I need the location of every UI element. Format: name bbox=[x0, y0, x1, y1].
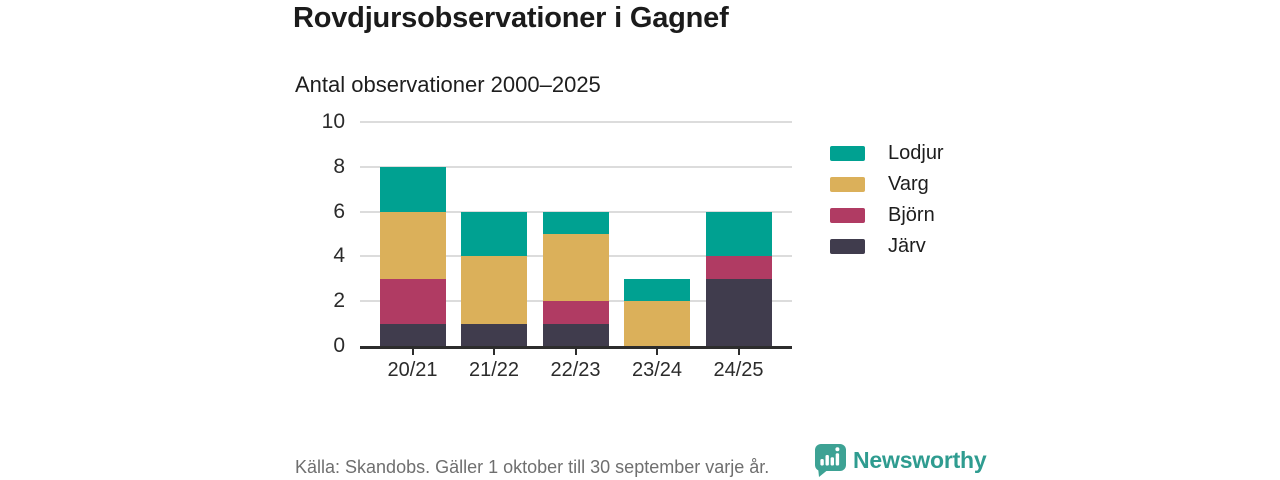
x-tick-20/21 bbox=[411, 349, 414, 355]
segment-Järv-21/22 bbox=[461, 323, 527, 346]
segment-Järv-20/21 bbox=[379, 323, 446, 346]
chart-subtitle: Antal observationer 2000–2025 bbox=[295, 72, 601, 97]
segment-Järv-24/25 bbox=[705, 278, 772, 346]
legend-label-Järv: Järv bbox=[888, 234, 926, 257]
legend-swatch-Lodjur bbox=[830, 145, 865, 161]
segment-Lodjur-24/25 bbox=[705, 211, 772, 257]
y-tick-label-4: 4 bbox=[333, 244, 345, 268]
x-tick-21/22 bbox=[493, 349, 495, 355]
segment-Varg-23/24 bbox=[624, 301, 690, 346]
segment-Lodjur-22/23 bbox=[542, 211, 609, 235]
source-note: Källa: Skandobs. Gäller 1 oktober till 3… bbox=[295, 457, 770, 477]
plot-area bbox=[360, 121, 792, 355]
gridline-10 bbox=[360, 121, 792, 123]
bar-22/23 bbox=[542, 211, 609, 346]
x-tick-label-23/24: 23/24 bbox=[631, 359, 683, 381]
brand-name: Newsworthy bbox=[853, 447, 987, 473]
y-tick-label-10: 10 bbox=[321, 110, 345, 133]
x-tick-label-21/22: 21/22 bbox=[468, 359, 520, 381]
y-tick-label-8: 8 bbox=[333, 154, 345, 178]
segment-Lodjur-20/21 bbox=[379, 166, 446, 212]
segment-Varg-20/21 bbox=[379, 211, 446, 279]
segment-Järv-22/23 bbox=[542, 323, 609, 346]
bar-24/25 bbox=[705, 211, 772, 346]
segment-Lodjur-21/22 bbox=[461, 211, 527, 257]
legend-item-Björn: Björn bbox=[830, 203, 944, 227]
bar-20/21 bbox=[379, 166, 446, 346]
x-axis-line bbox=[360, 346, 792, 349]
x-tick-23/24 bbox=[656, 349, 658, 355]
legend-label-Varg: Varg bbox=[888, 172, 929, 195]
legend-item-Lodjur: Lodjur bbox=[830, 141, 944, 165]
legend-label-Björn: Björn bbox=[888, 203, 935, 226]
page-title: Rovdjursobservationer i Gagnef bbox=[293, 2, 729, 34]
x-tick-label-24/25: 24/25 bbox=[713, 359, 764, 381]
segment-Varg-22/23 bbox=[542, 234, 609, 302]
gridline-8 bbox=[360, 165, 792, 168]
y-tick-label-2: 2 bbox=[333, 289, 345, 313]
y-tick-label-0: 0 bbox=[333, 334, 345, 357]
legend-label-Lodjur: Lodjur bbox=[888, 141, 944, 164]
x-tick-24/25 bbox=[737, 349, 740, 355]
segment-Björn-22/23 bbox=[542, 301, 609, 324]
x-tick-label-22/23: 22/23 bbox=[550, 359, 601, 381]
legend-swatch-Järv bbox=[830, 238, 865, 254]
x-tick-22/23 bbox=[574, 349, 577, 355]
brand-logo: Newsworthy bbox=[815, 444, 987, 477]
legend-item-Varg: Varg bbox=[830, 172, 944, 196]
legend: Lodjur Varg Björn Järv bbox=[830, 141, 944, 265]
gridline-6 bbox=[360, 210, 792, 213]
bar-21/22 bbox=[461, 211, 527, 346]
segment-Lodjur-23/24 bbox=[624, 278, 690, 302]
segment-Varg-21/22 bbox=[461, 256, 527, 324]
newsworthy-logo-icon bbox=[815, 444, 846, 477]
x-tick-label-20/21: 20/21 bbox=[387, 359, 438, 381]
segment-Björn-20/21 bbox=[379, 278, 446, 324]
legend-swatch-Björn bbox=[830, 207, 865, 223]
legend-item-Järv: Järv bbox=[830, 234, 944, 258]
bar-23/24 bbox=[624, 278, 690, 346]
y-tick-label-6: 6 bbox=[333, 199, 345, 223]
legend-swatch-Varg bbox=[830, 176, 865, 192]
segment-Björn-24/25 bbox=[705, 256, 772, 279]
